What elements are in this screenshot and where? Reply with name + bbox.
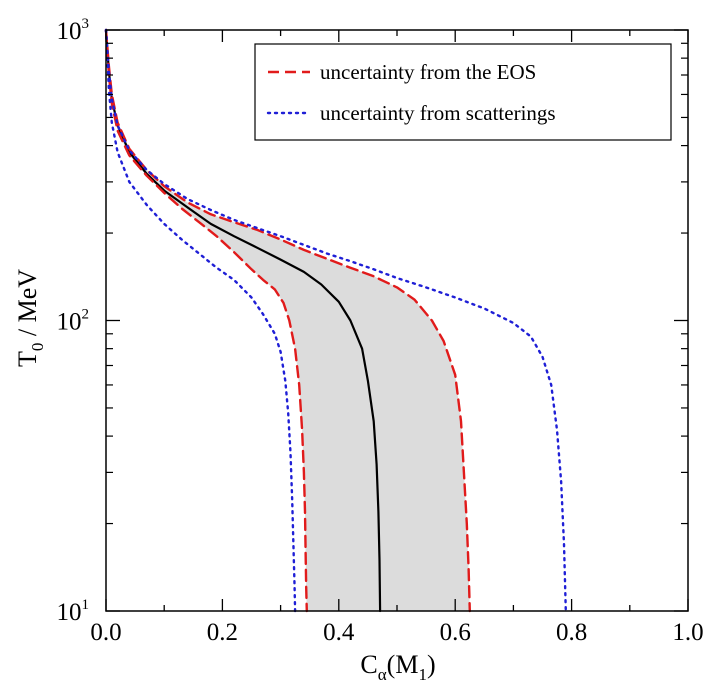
series-line-3-dotted (104, 28, 567, 613)
x-tick-label-2: 0.4 (323, 619, 355, 646)
legend-label-eos: uncertainty from the EOS (320, 60, 536, 84)
y-axis-title-subscript: 0 (28, 343, 47, 352)
legend: uncertainty from the EOS uncertainty fro… (254, 43, 672, 141)
x-axis-title-close: ) (427, 650, 436, 679)
tick-label-layer: 0.0 0.2 0.4 0.6 0.8 1.0 101 102 103 (57, 16, 704, 646)
x-tick-label-1: 0.2 (207, 619, 238, 646)
x-axis-title-main: C (360, 650, 377, 679)
y-tick-label-1: 102 (57, 307, 90, 336)
x-axis-title-suffix-subscript: 1 (418, 665, 427, 684)
y-tick-label-2: 103 (57, 16, 90, 45)
y-axis-title: T0 / MeV (13, 269, 47, 367)
uncertainty-band (106, 30, 470, 611)
series-line-2-dashed (104, 28, 308, 613)
y-axis-title-suffix: / MeV (13, 269, 42, 343)
uncertainty-band-layer (106, 30, 470, 611)
x-tick-label-5: 1.0 (672, 619, 703, 646)
x-tick-label-3: 0.6 (440, 619, 471, 646)
series-line-0-solid (104, 28, 382, 613)
x-axis-title: Cα(M1) (360, 650, 435, 684)
tick-layer (105, 29, 689, 612)
y-axis-title-main: T (13, 351, 42, 367)
legend-label-scatterings: uncertainty from scatterings (320, 101, 556, 125)
x-axis-title-suffix: (M (387, 650, 419, 679)
x-tick-label-0: 0.0 (90, 619, 121, 646)
x-axis-title-subscript: α (378, 665, 387, 684)
series-line-4-dotted (104, 28, 297, 613)
y-tick-label-0: 101 (57, 597, 90, 626)
series-layer (104, 28, 567, 613)
x-tick-label-4: 0.8 (556, 619, 587, 646)
legend-box (254, 43, 672, 141)
